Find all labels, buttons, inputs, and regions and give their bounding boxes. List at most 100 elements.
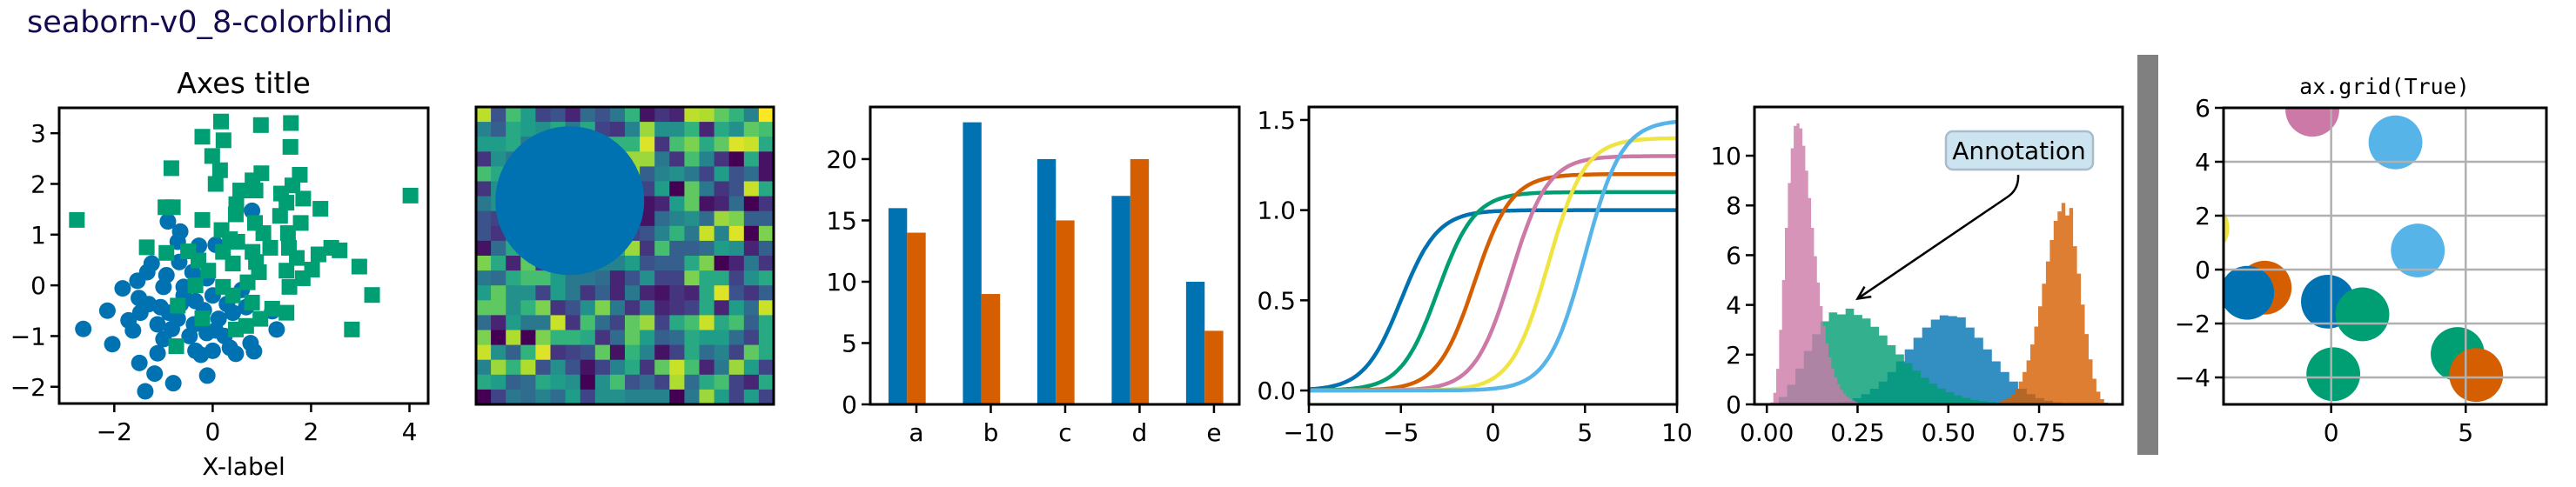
image-cell <box>654 181 670 197</box>
image-cell <box>699 344 715 361</box>
histogram-series <box>1770 123 1858 404</box>
image-cell <box>714 300 730 316</box>
scatter-point-square <box>158 244 175 261</box>
axes-title: Axes title <box>177 66 311 100</box>
image-cell <box>699 285 715 301</box>
image-cell <box>491 389 506 404</box>
image-cell <box>654 196 670 212</box>
image-cell <box>609 330 626 346</box>
bar <box>963 122 982 404</box>
x-tick-label: 0 <box>1486 418 1501 447</box>
scatter-point-square <box>164 199 181 216</box>
plot-area <box>1309 119 1677 393</box>
image-cell <box>728 122 745 137</box>
scatter-point-square <box>215 132 231 149</box>
y-tick-label: 1.5 <box>1257 106 1296 135</box>
image-cell <box>476 285 492 301</box>
x-tick-label: 0 <box>2324 418 2339 447</box>
image-cell <box>476 374 492 390</box>
image-cell <box>580 270 596 286</box>
x-tick-label: 0 <box>205 417 220 446</box>
scatter-point-square <box>364 287 380 304</box>
image-cell <box>699 300 715 316</box>
image-cell <box>714 225 730 242</box>
circle-patch <box>2335 287 2390 342</box>
image-cell <box>506 285 521 301</box>
image-cell <box>476 300 492 316</box>
image-cell <box>743 300 760 316</box>
image-cell <box>640 225 655 242</box>
image-cell <box>714 359 730 376</box>
image-cell <box>580 285 596 301</box>
y-tick-label: −4 <box>2175 364 2210 392</box>
image-cell <box>506 389 521 404</box>
image-cell <box>684 166 701 183</box>
image-cell <box>506 330 521 346</box>
image-cell <box>728 285 745 301</box>
scatter-point-square <box>207 176 224 192</box>
image-cell <box>743 196 760 212</box>
y-tick-label: 0.5 <box>1257 286 1296 315</box>
image-cell <box>550 300 567 316</box>
scatter-point-square <box>278 304 295 321</box>
image-cell <box>728 300 745 316</box>
image-cell <box>565 359 581 376</box>
scatter-point-circle <box>98 302 116 319</box>
x-tick-label: 0.75 <box>2012 418 2066 447</box>
scatter-point-square <box>229 233 245 250</box>
image-cell <box>654 344 670 361</box>
image-cell <box>476 270 492 286</box>
image-cell <box>594 359 611 376</box>
image-cell <box>684 315 701 331</box>
image-cell <box>728 359 745 376</box>
scatter-point-square <box>294 270 311 286</box>
image-cell <box>758 137 774 152</box>
image-cell <box>699 270 715 286</box>
image-cell <box>758 300 774 316</box>
image-cell <box>699 240 715 257</box>
image-cell <box>625 315 641 331</box>
x-tick-label: 0.00 <box>1740 418 1794 447</box>
bar <box>907 232 926 404</box>
image-cell <box>609 270 626 286</box>
image-cell <box>669 344 685 361</box>
x-tick-label: d <box>1132 418 1148 447</box>
image-cell <box>550 359 567 376</box>
scatter-point-square <box>278 263 295 279</box>
circle-patch <box>2391 223 2445 277</box>
image-cell <box>758 107 774 123</box>
image-cell <box>699 389 715 404</box>
image-cell <box>476 359 492 376</box>
image-cell <box>609 122 626 137</box>
image-cell <box>580 374 596 390</box>
axes-frame <box>869 105 1241 406</box>
image-cell <box>491 122 506 137</box>
image-cell <box>669 137 685 152</box>
image-cell <box>476 210 492 227</box>
image-cell <box>728 315 745 331</box>
image-cell <box>594 107 611 123</box>
image-cell <box>728 196 745 212</box>
image-cell <box>476 166 492 183</box>
y-tick-label: 2 <box>2195 202 2210 230</box>
image-cell <box>684 225 701 242</box>
image-cell <box>520 330 536 346</box>
image-cell <box>758 210 774 227</box>
scatter-point-square <box>194 310 211 327</box>
scatter-point-circle <box>114 280 131 297</box>
image-cell <box>758 181 774 197</box>
image-cell <box>699 225 715 242</box>
image-cell <box>684 122 701 137</box>
y-tick-label: 15 <box>826 206 857 235</box>
x-tick-label: a <box>909 418 923 447</box>
annotation: Annotation <box>1855 130 2095 301</box>
image-cell <box>654 107 670 123</box>
image-cell <box>640 330 655 346</box>
image-cell <box>758 256 774 271</box>
series-line <box>1309 190 1677 393</box>
image-cell <box>550 344 567 361</box>
bar <box>1185 281 1205 404</box>
image-cell <box>714 330 730 346</box>
image-cell <box>535 359 552 376</box>
image-cell <box>758 166 774 183</box>
